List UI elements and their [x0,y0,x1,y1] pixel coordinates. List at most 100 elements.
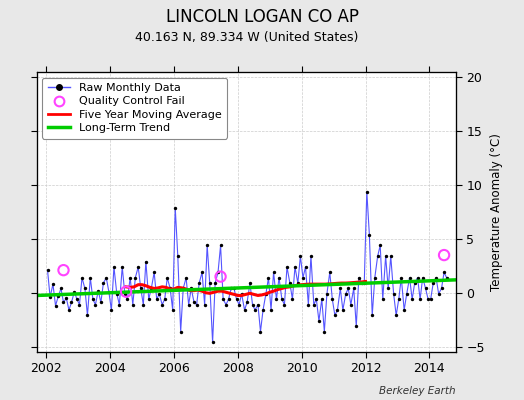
Point [105,288,113,295]
Point [187,285,195,292]
Point [363,188,371,195]
Point [214,269,222,276]
Point [141,258,150,265]
Point [370,274,379,281]
Point [427,296,435,302]
Point [272,296,281,302]
Point [416,296,424,302]
Point [59,299,68,306]
Point [241,307,249,313]
Point [243,299,252,306]
Point [118,264,126,270]
Point [283,264,291,270]
Point [169,307,177,313]
Point [384,285,392,292]
Point [122,288,130,295]
Point [304,302,313,308]
Point [254,302,262,308]
Point [224,296,233,302]
Text: LINCOLN LOGAN CO AP: LINCOLN LOGAN CO AP [166,8,358,26]
Point [67,299,75,306]
Point [163,274,171,281]
Point [110,264,118,270]
Point [402,291,411,297]
Point [339,307,347,313]
Point [432,274,440,281]
Point [299,274,307,281]
Point [438,285,446,292]
Point [434,291,443,297]
Point [49,281,57,287]
Point [131,274,139,281]
Point [395,296,403,302]
Point [269,269,278,276]
Point [166,285,174,292]
Point [155,291,163,297]
Point [352,323,361,329]
Point [205,280,214,286]
Point [75,302,84,308]
Point [73,296,81,302]
Point [259,307,267,313]
Point [200,302,209,308]
Point [419,274,427,281]
Point [173,253,182,259]
Point [286,280,294,286]
Point [99,280,107,286]
Point [137,285,145,292]
Point [360,280,368,286]
Point [184,302,193,308]
Point [323,291,331,297]
Point [128,302,137,308]
Point [400,307,408,313]
Point [158,302,166,308]
Point [248,302,257,308]
Point [251,307,259,313]
Point [83,312,92,318]
Point [160,296,169,302]
Point [219,296,227,302]
Point [246,280,254,286]
Point [209,339,217,346]
Point [171,204,179,211]
Point [121,291,129,297]
Point [315,318,323,324]
Point [291,264,299,270]
Point [232,296,241,302]
Y-axis label: Temperature Anomaly (°C): Temperature Anomaly (°C) [490,133,504,291]
Point [336,285,344,292]
Point [312,296,321,302]
Point [216,242,225,248]
Point [331,312,339,318]
Point [328,296,336,302]
Point [216,274,225,280]
Point [57,285,65,292]
Point [46,294,54,300]
Point [177,328,185,335]
Point [62,295,71,301]
Point [318,296,326,302]
Point [81,285,89,292]
Point [408,296,417,302]
Point [389,291,398,297]
Point [195,280,203,286]
Point [296,253,304,259]
Point [280,302,289,308]
Point [325,269,334,276]
Point [374,253,382,259]
Point [182,274,190,281]
Title: 40.163 N, 89.334 W (United States): 40.163 N, 89.334 W (United States) [135,32,358,44]
Point [145,296,153,302]
Point [376,242,385,248]
Point [123,296,132,302]
Point [139,302,148,308]
Point [94,288,103,294]
Point [256,328,265,335]
Point [96,299,105,306]
Point [192,302,201,308]
Point [413,274,422,281]
Point [410,280,419,286]
Point [406,274,414,281]
Point [190,299,198,306]
Point [261,291,270,297]
